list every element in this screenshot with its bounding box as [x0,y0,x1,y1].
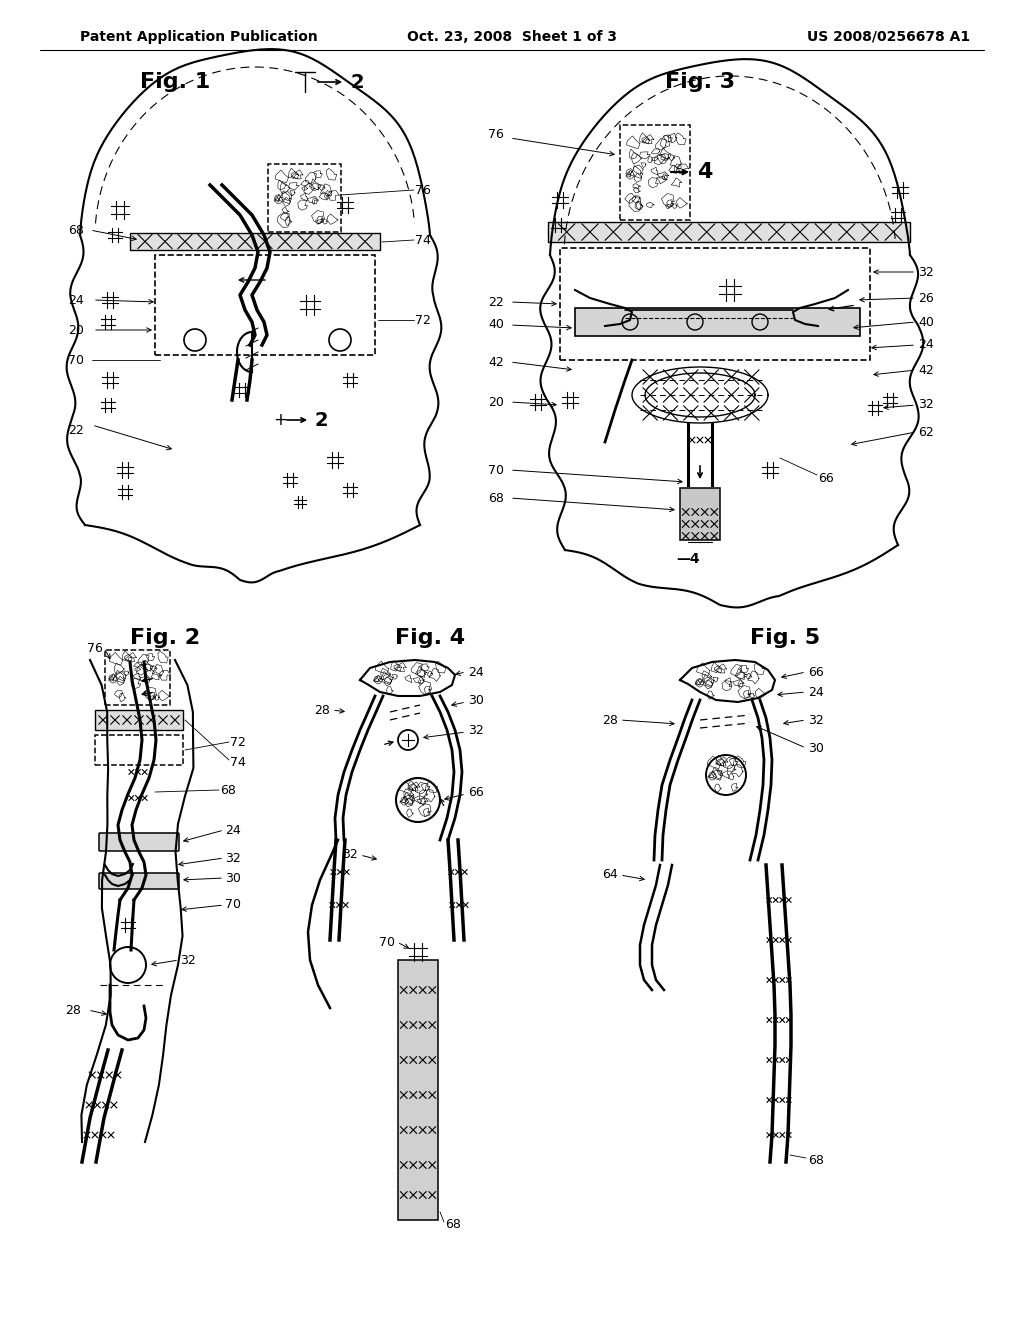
Text: 30: 30 [468,693,484,706]
Text: Fig. 1: Fig. 1 [140,73,210,92]
Text: 32: 32 [808,714,823,726]
Text: 24: 24 [468,665,483,678]
Text: Patent Application Publication: Patent Application Publication [80,30,317,44]
Text: Fig. 4: Fig. 4 [395,628,465,648]
Text: US 2008/0256678 A1: US 2008/0256678 A1 [807,30,970,44]
Text: Fig. 2: Fig. 2 [130,628,200,648]
Text: 42: 42 [918,363,934,376]
Bar [95,735,183,766]
Bar [548,222,910,242]
Text: 66: 66 [808,665,823,678]
Bar [95,710,183,730]
Text: Fig. 5: Fig. 5 [750,628,820,648]
Text: 32: 32 [468,723,483,737]
Text: 70: 70 [488,463,504,477]
Text: 28: 28 [602,714,618,726]
Text: 24: 24 [808,685,823,698]
Text: 2: 2 [315,411,329,429]
Bar [560,248,870,360]
Text: 72: 72 [230,735,246,748]
Text: 68: 68 [445,1218,461,1232]
Text: Oct. 23, 2008  Sheet 1 of 3: Oct. 23, 2008 Sheet 1 of 3 [407,30,617,44]
Bar [620,125,690,220]
Text: 22: 22 [488,296,504,309]
Text: 62: 62 [918,425,934,438]
Text: 68: 68 [488,491,504,504]
Text: 74: 74 [230,755,246,768]
Text: 4: 4 [697,162,713,182]
Text: 28: 28 [65,1003,81,1016]
Text: 70: 70 [68,354,84,367]
Text: 26: 26 [918,292,934,305]
Text: 70: 70 [379,936,395,949]
Text: 68: 68 [220,784,236,796]
Bar [130,234,380,249]
Text: —4: —4 [676,552,699,566]
Bar [155,255,375,355]
Text: +: + [273,411,287,429]
Text: 64: 64 [602,869,618,882]
Text: 42: 42 [488,355,504,368]
Text: 40: 40 [488,318,504,331]
Text: 22: 22 [68,424,84,437]
Text: 76: 76 [488,128,504,141]
Text: 32: 32 [918,399,934,412]
Text: 32: 32 [918,265,934,279]
Text: 76: 76 [87,642,103,655]
FancyBboxPatch shape [99,833,179,851]
Text: 24: 24 [918,338,934,351]
Text: 32: 32 [180,953,196,966]
FancyBboxPatch shape [99,873,179,888]
Text: 30: 30 [225,871,241,884]
Text: 30: 30 [808,742,824,755]
Text: 20: 20 [488,396,504,408]
Text: 20: 20 [68,323,84,337]
Bar [105,649,170,705]
Bar [680,488,720,540]
Text: 66: 66 [818,471,834,484]
Bar [398,960,438,1220]
Text: 32: 32 [342,849,358,862]
Text: 74: 74 [415,234,431,247]
Text: 2: 2 [350,73,364,91]
Bar [575,308,860,337]
Text: 70: 70 [225,899,241,912]
Text: 32: 32 [225,851,241,865]
Bar [268,164,341,232]
Text: 76: 76 [415,183,431,197]
Text: 66: 66 [468,785,483,799]
Text: 40: 40 [918,315,934,329]
Text: 68: 68 [808,1154,824,1167]
Text: Fig. 3: Fig. 3 [665,73,735,92]
Text: 24: 24 [68,293,84,306]
Text: 24: 24 [225,824,241,837]
Text: 72: 72 [415,314,431,326]
Text: 28: 28 [314,704,330,717]
Text: 68: 68 [68,223,84,236]
